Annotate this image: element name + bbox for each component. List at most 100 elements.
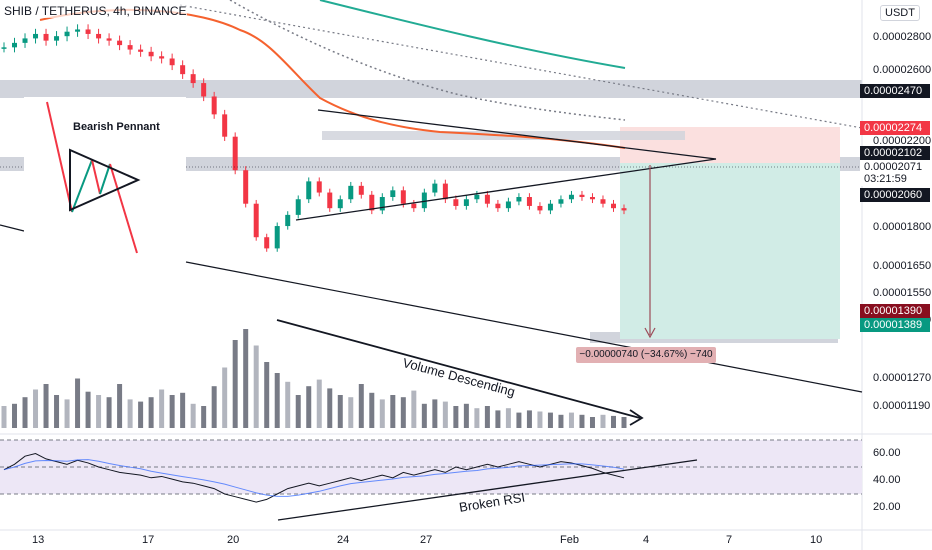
candle-body xyxy=(442,183,448,200)
volume-bar xyxy=(547,412,553,428)
candle-body xyxy=(33,33,39,39)
trendline-left-stub[interactable] xyxy=(0,224,25,232)
candle-body xyxy=(243,170,249,204)
price-tick-label: 0.00001270 xyxy=(873,372,932,384)
take-profit-area[interactable] xyxy=(620,163,840,339)
candle-body xyxy=(558,199,564,204)
volume-bar xyxy=(12,403,18,428)
candle-body xyxy=(54,36,60,41)
candle-body xyxy=(180,65,186,75)
candle-body xyxy=(12,42,18,48)
candle-body xyxy=(138,49,144,52)
volume-bar xyxy=(22,397,28,428)
bearish-pennant-label: Bearish Pennant xyxy=(73,121,160,133)
price-label: 0.00002470 xyxy=(860,84,930,98)
price-tick-label: 0.00001650 xyxy=(873,260,932,272)
candle-body xyxy=(306,181,312,200)
volume-bar xyxy=(1,406,7,428)
candle-body xyxy=(421,192,427,209)
candle-body xyxy=(295,199,301,215)
volume-bar xyxy=(348,397,354,428)
volume-bar xyxy=(390,395,396,428)
candle-body xyxy=(379,197,385,211)
candle-body xyxy=(127,45,133,50)
volume-bar xyxy=(306,386,312,428)
candle-body xyxy=(537,205,543,211)
rsi-tick-label: 20.00 xyxy=(873,501,901,513)
candle-body xyxy=(148,51,154,57)
candle-body xyxy=(358,185,364,195)
currency-button[interactable]: USDT xyxy=(880,5,920,21)
candle-body xyxy=(264,237,270,249)
volume-bar xyxy=(75,378,81,428)
volume-group xyxy=(1,329,627,428)
volume-bar xyxy=(579,414,585,428)
candle-body xyxy=(43,33,49,41)
candle-body xyxy=(411,203,417,209)
resistance-zone-upper xyxy=(0,80,862,98)
candle-body xyxy=(547,203,553,211)
time-tick-label: 10 xyxy=(810,534,823,546)
volume-bar xyxy=(169,395,175,428)
candle-body xyxy=(600,199,606,204)
price-label: 03:21:59 xyxy=(860,172,930,186)
price-label: 0.00002071 xyxy=(860,160,930,174)
pennant-upper-line[interactable] xyxy=(317,109,717,160)
price-tick-label: 0.00002200 xyxy=(873,135,932,147)
candle-body xyxy=(589,197,595,200)
volume-bar xyxy=(285,381,291,428)
volume-bar xyxy=(516,412,522,428)
rsi-trendline[interactable] xyxy=(277,459,698,521)
candle-body xyxy=(400,190,406,204)
candle-body xyxy=(85,29,91,34)
measure-arrow-head xyxy=(644,327,656,339)
candle-body xyxy=(1,47,7,49)
volume-bar xyxy=(568,412,574,428)
time-tick-label: 4 xyxy=(643,534,650,546)
time-tick-label: 24 xyxy=(337,534,350,546)
pennant-illustration xyxy=(46,101,141,254)
volume-descending-line[interactable] xyxy=(276,319,641,419)
volume-bar xyxy=(316,379,322,428)
price-label: 0.00001389 xyxy=(860,318,930,332)
candle-body xyxy=(211,96,217,115)
rsi-line xyxy=(3,452,625,503)
volume-bar xyxy=(138,401,144,428)
candle-body xyxy=(64,31,70,37)
volume-bar xyxy=(43,384,49,428)
candle-body xyxy=(190,74,196,84)
candle-body xyxy=(610,203,616,209)
ma-grey-dotted-2 xyxy=(229,0,626,121)
volume-bar xyxy=(159,389,165,428)
volume-bar xyxy=(379,399,385,428)
volume-bar xyxy=(180,392,186,428)
candles-group xyxy=(1,24,627,252)
candle-body xyxy=(232,136,238,171)
volume-bar xyxy=(232,340,238,428)
volume-bar xyxy=(558,414,564,428)
volume-bar xyxy=(400,397,406,428)
candle-body xyxy=(348,185,354,200)
volume-bar xyxy=(85,391,91,428)
candle-body xyxy=(526,197,532,206)
rsi-ma-line xyxy=(3,459,625,497)
time-tick-label: 20 xyxy=(227,534,240,546)
candle-body xyxy=(484,194,490,204)
price-label: 0.00001390 xyxy=(860,304,930,318)
volume-arrow-head xyxy=(629,409,644,426)
volume-bar xyxy=(106,397,112,428)
candle-body xyxy=(316,181,322,193)
volume-bar xyxy=(117,384,123,428)
candle-body xyxy=(495,203,501,209)
trendline-descending-lower[interactable] xyxy=(185,261,863,393)
candle-body xyxy=(222,114,228,137)
time-tick-label: Feb xyxy=(560,534,579,546)
time-tick-label: 7 xyxy=(726,534,733,546)
rsi-tick-label: 40.00 xyxy=(873,474,901,486)
pennant-lower-line[interactable] xyxy=(295,158,717,221)
price-tick-label: 0.00001800 xyxy=(873,221,932,233)
volume-bar xyxy=(33,389,39,428)
volume-bar xyxy=(190,403,196,428)
